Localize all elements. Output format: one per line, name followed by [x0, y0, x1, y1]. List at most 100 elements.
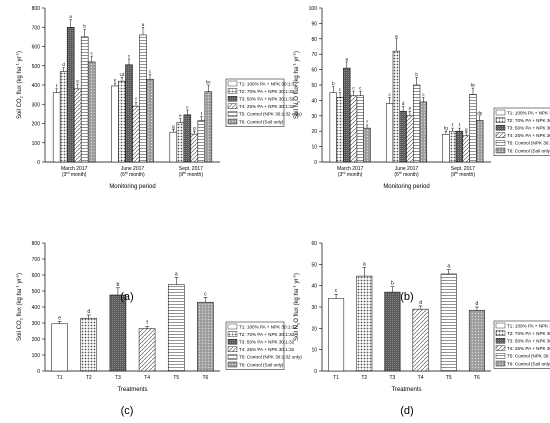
- bar-t5: [197, 120, 206, 163]
- legend-swatch: [227, 80, 238, 87]
- bar-t3: [399, 110, 407, 163]
- x-axis-label: Monitoring period: [383, 184, 429, 190]
- panel-caption: (b): [400, 291, 413, 303]
- significance-letter: d: [87, 309, 90, 315]
- legend-swatch: [495, 140, 506, 146]
- significance-letter: b: [332, 81, 335, 86]
- bar-t2: [176, 122, 185, 163]
- bar-t4: [406, 115, 414, 163]
- bar-t2: [449, 130, 457, 163]
- significance-letter: a: [346, 56, 349, 61]
- y-tick-label: 70: [311, 52, 317, 58]
- bar-t3: [66, 27, 75, 163]
- y-tick-label: 0: [314, 369, 317, 375]
- legend-entry: T4: 25% PA + NPK 30:1:32: [507, 346, 550, 351]
- significance-letter: d: [62, 62, 65, 67]
- legend-swatch: [495, 345, 506, 351]
- y-tick-label: 90: [311, 21, 317, 27]
- y-tick-label: 0: [37, 160, 40, 166]
- legend-swatch: [227, 88, 238, 94]
- y-tick-label: 0: [314, 160, 317, 166]
- legend-entry: T2: 70% PA + NPK 30:1:32: [239, 89, 295, 94]
- chart-panel-2: 0 10 20 30 40 50 60 70 80 90 100 Soil N2O flux (kg …: [292, 6, 491, 190]
- x-tick-sublabel-part: th: [125, 171, 128, 175]
- bar-t4: [412, 308, 429, 372]
- significance-letter: a: [447, 264, 450, 270]
- significance-letter: cd: [120, 72, 125, 77]
- bar-t2: [59, 71, 68, 163]
- y-tick-label: 600: [32, 45, 41, 51]
- legend-entry: T6: Control (Soil only): [239, 119, 284, 124]
- y-axis-label-part: yr: [17, 279, 23, 286]
- y-axis-label-part: 2: [296, 100, 301, 103]
- y-tick-label: 20: [311, 326, 317, 332]
- bar-t5: [167, 284, 185, 372]
- x-tick-label: T5: [446, 375, 452, 381]
- legend-swatch: [227, 111, 238, 117]
- significance-letter: f: [56, 83, 58, 88]
- y-axis-label: Soil CO2 flux (kg ha-1 yr-1): [15, 51, 24, 119]
- x-tick-sublabel-part: th: [455, 171, 458, 175]
- chart-legends: T1: 100% PA + NPK 30:1:32 T2: 70% PA + NP…: [225, 78, 550, 370]
- significance-letter: c: [186, 105, 189, 110]
- bar-t6: [476, 120, 484, 163]
- significance-letter: f: [201, 111, 203, 116]
- legend-entry: T2: 70% PA + NPK 30:1:32: [507, 331, 550, 336]
- x-tick-sublabel: (9th month): [179, 171, 204, 178]
- chart-panel-3: 0 100 200 300 400 500 600 700 800 Soil CO2 flux (…: [15, 241, 220, 393]
- y-tick-label: 200: [32, 122, 41, 128]
- bar-t4: [349, 95, 358, 163]
- legend-entry: T5: Control (NPK 30:1:32 only): [507, 354, 550, 359]
- significance-letter: c: [339, 87, 342, 92]
- y-tick-label: 300: [32, 102, 41, 108]
- y-tick-label: 30: [311, 114, 317, 120]
- legend-swatch: [495, 353, 506, 359]
- legend-swatch: [227, 361, 238, 368]
- y-tick-label: 40: [311, 284, 317, 290]
- significance-letter: bc: [471, 83, 477, 88]
- x-tick-sublabel-part: month): [128, 172, 145, 178]
- x-tick-sublabel-part: (9: [451, 172, 456, 178]
- y-tick-label: 800: [32, 6, 41, 12]
- significance-letter: b: [415, 72, 418, 77]
- legend-entry: T1: 100% PA + NPK 30:1:32: [239, 81, 297, 86]
- significance-letter: g: [193, 126, 196, 131]
- y-tick-label: 50: [311, 262, 317, 268]
- y-axis-label-part: ): [294, 51, 300, 53]
- x-tick-sublabel-part: month): [458, 172, 475, 178]
- legend-entry: T4: 25% PA + NPK 30:1:32: [239, 347, 295, 352]
- bar-t6: [468, 309, 485, 372]
- x-tick-sublabel: (9th month): [451, 171, 476, 178]
- legend-entry: T3: 50% PA + NPK 30:1:32: [507, 339, 550, 344]
- y-tick-label: 100: [32, 141, 41, 147]
- x-axis-label: Treatments: [391, 387, 421, 393]
- y-tick-label: 0: [37, 369, 40, 375]
- y-tick-label: 600: [32, 273, 41, 279]
- y-axis-label-part: flux (kg ha: [17, 288, 23, 318]
- panel-caption: (a): [120, 291, 133, 303]
- x-tick-sublabel-part: month): [402, 172, 419, 178]
- y-axis-label-part: Soil CO: [17, 98, 23, 119]
- y-tick-label: 60: [311, 241, 317, 247]
- x-tick-sublabel: (3rd month): [62, 171, 87, 178]
- significance-letter: d: [402, 101, 405, 106]
- significance-letter: de: [477, 110, 483, 115]
- y-axis-label: Soil N2O flux (kg ha-1 yr-1): [292, 273, 301, 341]
- significance-letter: e: [114, 78, 117, 83]
- bar-t2: [80, 317, 98, 372]
- x-tick-label: T3: [115, 375, 121, 381]
- x-tick-label: T5: [173, 375, 179, 381]
- y-axis-label-part: yr: [17, 57, 23, 64]
- bar-t3: [455, 130, 464, 163]
- y-axis-label: Soil N2O flux (kg ha-1 yr-1): [292, 51, 301, 119]
- legend-3: T1: 100% PA + NPK 30:1:32 T2: 70% PA + NP…: [225, 321, 302, 370]
- x-tick-sublabel: (3rd month): [338, 171, 363, 178]
- bar-t2: [336, 97, 344, 163]
- panel-caption: (d): [400, 405, 413, 417]
- y-axis-label-part: yr: [294, 279, 300, 286]
- y-axis-label-part: flux (kg ha: [17, 66, 23, 96]
- y-axis-label-part: yr: [294, 57, 300, 64]
